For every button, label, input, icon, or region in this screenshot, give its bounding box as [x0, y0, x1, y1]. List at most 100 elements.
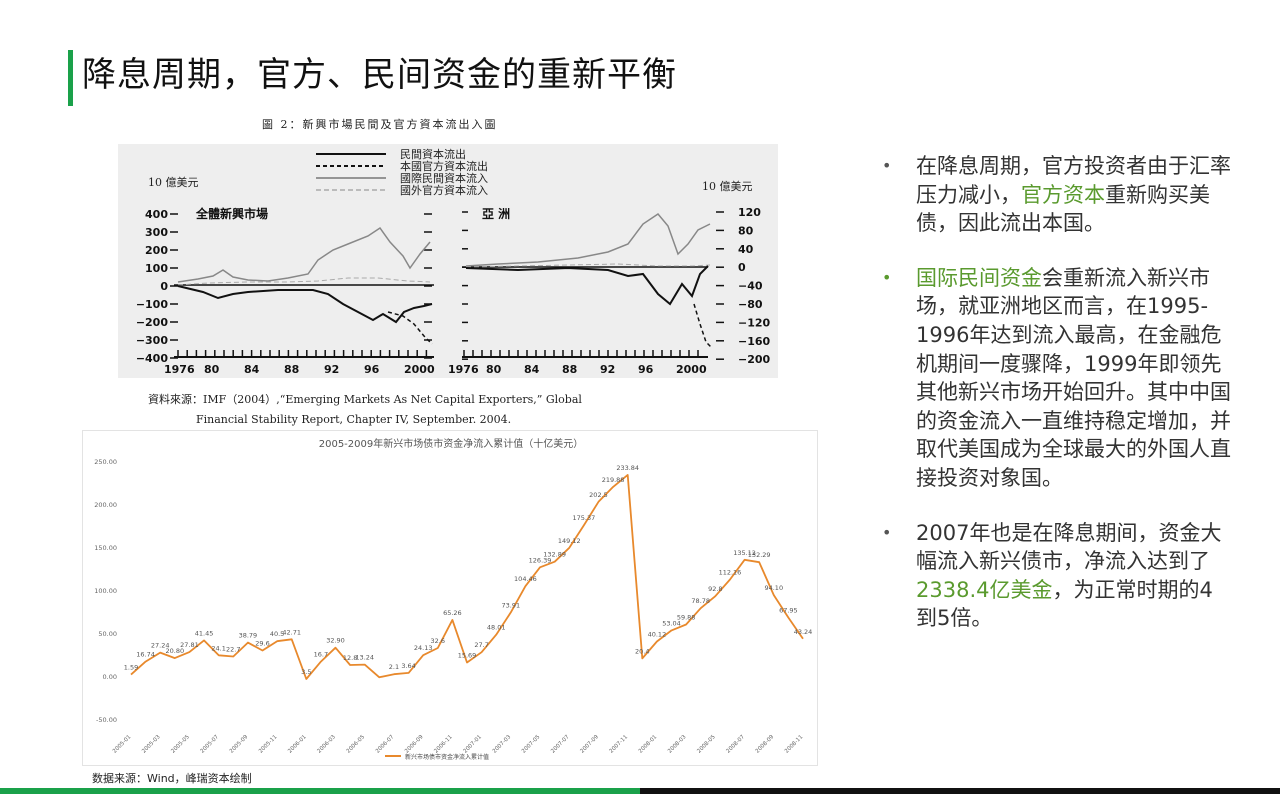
data-label: 48.01: [487, 624, 506, 632]
chart-legend: 新兴市场债市资金净流入累计值: [385, 753, 489, 761]
series-line: [130, 474, 804, 680]
bullet-3-highlight: 2338.4亿美金: [916, 577, 1053, 602]
data-label: 40.12: [648, 630, 667, 638]
right-ytick-label: −200: [738, 353, 771, 366]
data-label: 24.1: [211, 644, 225, 652]
right-panel-curves: [465, 213, 713, 349]
x-tick-label: 2008-07: [725, 734, 746, 755]
x-tick-label: 2005-11: [258, 734, 278, 754]
x-tick-label: 2007-05: [521, 734, 542, 755]
data-label: 65.26: [443, 609, 462, 617]
data-label: 32.90: [326, 637, 345, 645]
x-tick-label: 2006-03: [316, 734, 337, 755]
capital-flow-figure: 民間資本流出 本國官方資本流出 國際民間資本流入 國外官方資本流入 10 億美元…: [118, 144, 778, 378]
data-label: 27.7: [474, 641, 488, 649]
bullet-3-text-b: ，为正常时期的4到5倍。: [916, 577, 1213, 631]
legend-official-inflow: 國外官方資本流入: [400, 183, 488, 197]
x-tick-label: 2006-05: [346, 734, 367, 755]
x-tick-label: 2007-07: [550, 734, 571, 755]
page-title: 降息周期，官方、民间资金的重新平衡: [82, 55, 677, 95]
legend-private-inflow: 國際民間資本流入: [400, 171, 488, 185]
right-ytick-label: 40: [738, 243, 754, 256]
data-label: 53.04: [662, 619, 681, 627]
data-label: 32.6: [431, 637, 445, 645]
data-label: 38.79: [239, 632, 258, 640]
y-tick-label: 200.00: [94, 501, 117, 509]
data-label: 126.39: [529, 556, 552, 564]
y-tick-label: 100.00: [94, 587, 117, 595]
data-label: 94.10: [764, 584, 783, 592]
y-tick-label: 250.00: [94, 458, 117, 466]
data-label: 78.78: [691, 597, 710, 605]
x-tick-label: 2008-09: [755, 734, 776, 755]
data-label: 1.59: [124, 664, 138, 672]
data-label: 16.74: [136, 651, 155, 659]
chart-x-axis: 2005-01 2005-03 2005-05 2005-07 2005-09 2005-…: [112, 734, 804, 755]
bullet-dot: •: [882, 156, 892, 175]
data-label: 13.24: [355, 654, 374, 662]
chart-y-axis: 250.00 200.00 150.00 100.00 50.00 0.00 -50.00: [94, 458, 117, 724]
data-label: 20.80: [166, 647, 185, 655]
x-tick-label: 2007-09: [579, 734, 600, 755]
bullet-list: • 在降息周期，官方投资者由于汇率压力减小，官方资本重新购买美债，因此流出本国。…: [882, 152, 1232, 659]
right-xtick-label: 80: [486, 363, 502, 376]
data-label: 29.6: [255, 640, 269, 648]
right-ytick-label: −160: [738, 335, 771, 348]
x-tick-label: 2006-07: [375, 734, 396, 755]
left-ytick-label: −400: [136, 352, 169, 365]
data-label: 67.95: [779, 607, 798, 615]
left-ytick-label: 400: [145, 208, 168, 221]
left-ytick-label: 100: [145, 262, 168, 275]
unit-left: 10 億美元: [148, 176, 199, 189]
data-label: 16.7: [314, 651, 328, 659]
bullet-dot: •: [882, 522, 892, 542]
data-label: 175.37: [572, 514, 595, 522]
bullet-dot: •: [882, 267, 892, 287]
left-xtick-label: 1976: [164, 363, 195, 376]
right-ytick-label: 0: [738, 261, 746, 274]
data-label: 15.69: [458, 652, 477, 660]
left-xtick-label: 84: [244, 363, 260, 376]
x-tick-label: 2007-01: [463, 734, 483, 754]
data-label: 20.4: [635, 647, 649, 655]
right-x-axis: 1976 80 84 88 92 96 2000: [448, 350, 707, 376]
bond-inflow-chart-svg: 2005-2009年新兴市场债市资金净流入累计值（十亿美元） 250.00 200…: [94, 437, 813, 761]
right-ytick-label: −40: [738, 280, 763, 293]
bullet-1-highlight: 官方资本: [1021, 182, 1105, 207]
x-tick-label: 2005-09: [229, 734, 250, 755]
data-label: 2.1: [389, 663, 399, 671]
legend-official-outflow: 本國官方資本流出: [400, 159, 488, 173]
x-tick-label: 2008-05: [696, 734, 717, 755]
left-xtick-label: 92: [324, 363, 339, 376]
x-tick-label: 2008-01: [638, 734, 658, 754]
left-y-axis: 400 300 200 100 0 −100 −200 −300 −400: [136, 208, 432, 365]
data-label: 149.12: [558, 537, 581, 545]
right-ytick-label: 120: [738, 206, 761, 219]
right-xtick-label: 2000: [676, 363, 707, 376]
right-ytick-label: −120: [738, 316, 771, 329]
data-label: 40.5: [270, 630, 284, 638]
left-ytick-label: −300: [136, 334, 169, 347]
data-label: 24.13: [414, 644, 433, 652]
data-label: 135.12: [733, 549, 756, 557]
data-label: 27.81: [180, 641, 199, 649]
right-ytick-label: −80: [738, 298, 763, 311]
x-tick-label: 2005-07: [200, 734, 221, 755]
right-xtick-label: 96: [638, 363, 654, 376]
x-tick-label: 2007-11: [609, 734, 629, 754]
bullet-1-text-a: 在降息周期，官方投资者由于汇率压力减小，: [916, 154, 1231, 207]
chart-series-line: [130, 474, 804, 680]
data-label: 219.88: [602, 476, 625, 484]
x-tick-label: 2005-03: [141, 734, 162, 755]
left-ytick-label: −200: [136, 316, 169, 329]
left-xtick-label: 2000: [404, 363, 435, 376]
data-label: 112.16: [719, 569, 742, 577]
data-label: 92.8: [708, 585, 722, 593]
bond-inflow-chart: 2005-2009年新兴市场债市资金净流入累计值（十亿美元） 250.00 200…: [82, 430, 818, 766]
title-accent-bar: [68, 50, 73, 106]
data-label: 73.91: [502, 601, 521, 609]
panel-left-title: 全體新興市場: [195, 206, 268, 221]
data-label: 43.24: [794, 628, 813, 636]
x-tick-label: 2007-03: [492, 734, 513, 755]
x-tick-label: 2006-11: [433, 734, 453, 754]
